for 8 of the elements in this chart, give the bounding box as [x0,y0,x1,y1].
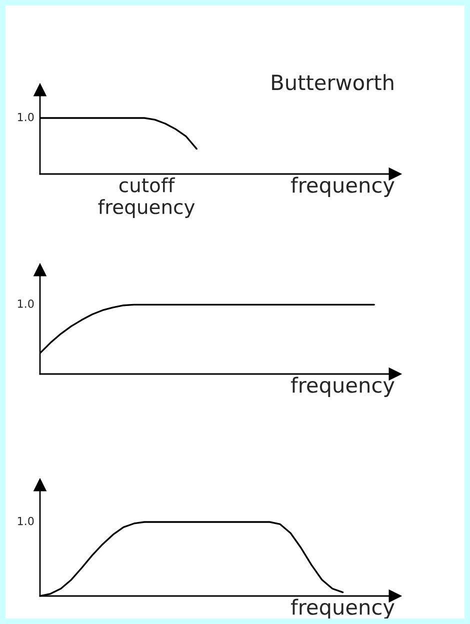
x-axis-title: frequency [290,376,394,397]
text: 1.0 [18,299,34,308]
text: 1.0 [18,516,34,526]
x-axis-title: frequency [290,176,394,197]
text: 1.0 [18,112,34,122]
text: cutoff frequency [98,177,195,218]
chart-title: Butterworth [272,74,394,90]
x-axis-title: frequency [290,598,394,619]
